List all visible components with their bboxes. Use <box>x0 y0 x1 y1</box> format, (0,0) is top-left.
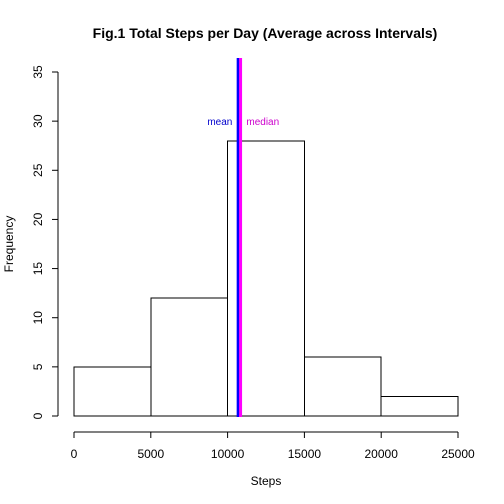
x-tick-label-1: 5000 <box>137 447 164 461</box>
y-tick-label-4: 20 <box>31 212 45 226</box>
annotations: mean median <box>207 117 279 128</box>
x-axis: 0 5000 10000 15000 20000 25000 <box>71 431 475 461</box>
y-axis-label: Frequency <box>2 216 16 273</box>
x-axis-label: Steps <box>251 474 282 488</box>
x-tick-label-4: 20000 <box>365 447 399 461</box>
reference-lines <box>236 58 243 417</box>
y-tick-label-0: 0 <box>31 412 45 419</box>
y-axis: 0 5 10 15 20 25 30 35 <box>31 65 59 419</box>
bars-group <box>73 140 459 417</box>
y-tick-label-3: 15 <box>31 262 45 276</box>
y-tick-label-6: 30 <box>31 114 45 128</box>
x-tick-label-3: 15000 <box>288 447 322 461</box>
chart-title: Fig.1 Total Steps per Day (Average acros… <box>93 25 438 41</box>
histogram-bar-4 <box>380 395 459 417</box>
mean-label: mean <box>207 117 232 128</box>
median-label: median <box>246 117 279 128</box>
y-tick-label-1: 5 <box>31 363 45 370</box>
x-tick-label-2: 10000 <box>211 447 245 461</box>
x-tick-label-0: 0 <box>71 447 78 461</box>
x-tick-label-5: 25000 <box>441 447 475 461</box>
histogram-bar-0 <box>73 366 152 417</box>
histogram-bar-3 <box>303 356 382 417</box>
y-tick-label-2: 10 <box>31 311 45 325</box>
histogram-bar-1 <box>150 297 229 417</box>
y-tick-label-7: 35 <box>31 65 45 79</box>
y-tick-label-5: 25 <box>31 163 45 177</box>
